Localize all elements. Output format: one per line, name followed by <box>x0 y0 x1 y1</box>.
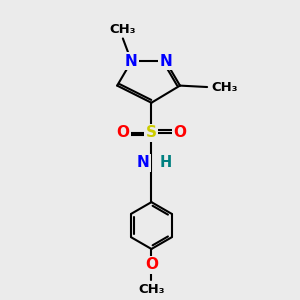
Text: N: N <box>125 54 138 69</box>
Text: N: N <box>159 54 172 69</box>
Text: O: O <box>145 257 158 272</box>
Text: H: H <box>159 155 172 170</box>
Text: CH₃: CH₃ <box>138 283 165 296</box>
Text: N: N <box>136 155 149 170</box>
Text: O: O <box>116 125 129 140</box>
Text: O: O <box>173 125 187 140</box>
Text: CH₃: CH₃ <box>212 80 238 94</box>
Text: S: S <box>146 125 157 140</box>
Text: CH₃: CH₃ <box>110 22 136 36</box>
